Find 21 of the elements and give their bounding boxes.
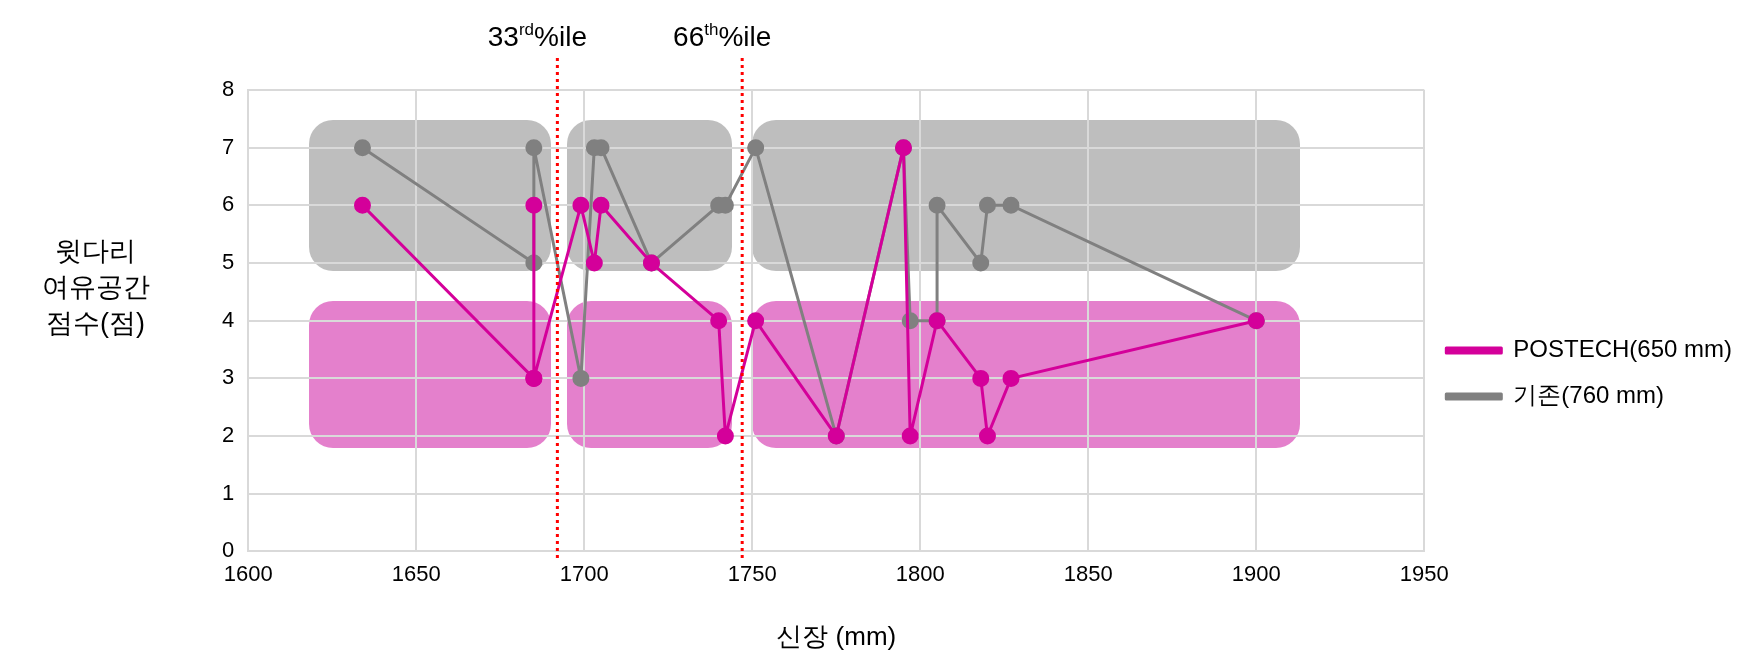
- y-tick-label: 0: [221, 537, 235, 563]
- y-tick-label: 4: [221, 306, 235, 332]
- x-tick-label: 1800: [895, 560, 945, 586]
- x-tick-label: 1700: [559, 560, 609, 586]
- x-tick-label: 1950: [1399, 560, 1449, 586]
- y-tick-label: 6: [221, 191, 235, 217]
- y-tick-label: 5: [221, 249, 235, 275]
- y-tick-label: 1: [221, 479, 235, 505]
- y-tick-label: 3: [221, 364, 235, 390]
- x-tick-label: 1900: [1231, 560, 1281, 586]
- y-tick-label: 2: [221, 422, 235, 448]
- y-tick-label: 7: [221, 133, 235, 159]
- x-axis-title: 신장 (mm): [776, 620, 897, 651]
- x-tick-label: 1600: [223, 560, 273, 586]
- legend-label: POSTECH(650 mm): [1513, 335, 1733, 363]
- y-tick-label: 8: [221, 76, 235, 102]
- y-axis-title: 윗다리 여유공간 점수(점): [40, 235, 151, 340]
- x-tick-label: 1850: [1063, 560, 1113, 586]
- legend-label: 기존(760 mm): [1513, 381, 1664, 409]
- x-tick-label: 1650: [391, 560, 441, 586]
- x-tick-label: 1750: [727, 560, 777, 586]
